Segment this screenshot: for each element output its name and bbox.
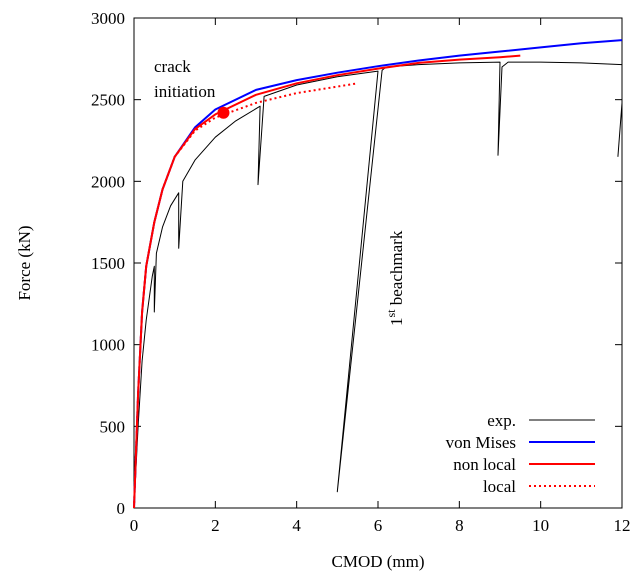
y-tick-label: 2500 [91, 91, 125, 110]
legend: exp. von Mises non local local [446, 411, 595, 496]
crack-annotation-line1: crack [154, 57, 191, 76]
x-tick-label: 8 [455, 516, 464, 535]
annotation-layer: crack initiation 1st beachmark [154, 57, 406, 326]
y-tick-label: 1500 [91, 254, 125, 273]
x-tick-label: 4 [292, 516, 301, 535]
series-line-exp [133, 61, 623, 509]
x-tick-label: 12 [614, 516, 631, 535]
ticks: 0 2 4 6 8 10 12 0 500 1000 1500 2000 2500 3000 [91, 9, 631, 535]
legend-label: local [483, 477, 516, 496]
benchmark-annotation-base: 1 [387, 318, 406, 327]
crack-annotation-line2: initiation [154, 82, 216, 101]
series-line-local [133, 82, 358, 509]
crack-initiation-marker [217, 106, 230, 119]
y-tick-label: 3000 [91, 9, 125, 28]
benchmark-annotation-sup: st [384, 309, 398, 318]
legend-label: non local [453, 455, 516, 474]
series-layer [133, 39, 623, 509]
y-tick-label: 1000 [91, 336, 125, 355]
y-axis-label: Force (kN) [15, 225, 34, 300]
y-tick-label: 2000 [91, 172, 125, 191]
x-tick-label: 10 [532, 516, 549, 535]
x-tick-label: 6 [374, 516, 383, 535]
y-tick-label: 500 [100, 417, 126, 436]
legend-label: exp. [487, 411, 516, 430]
benchmark-annotation: 1st beachmark [384, 230, 406, 326]
benchmark-annotation-rest: beachmark [387, 230, 406, 309]
y-tick-label: 0 [117, 499, 126, 518]
x-axis-label: CMOD (mm) [331, 552, 424, 571]
x-tick-label: 0 [130, 516, 139, 535]
legend-label: von Mises [446, 433, 516, 452]
x-tick-label: 2 [211, 516, 220, 535]
